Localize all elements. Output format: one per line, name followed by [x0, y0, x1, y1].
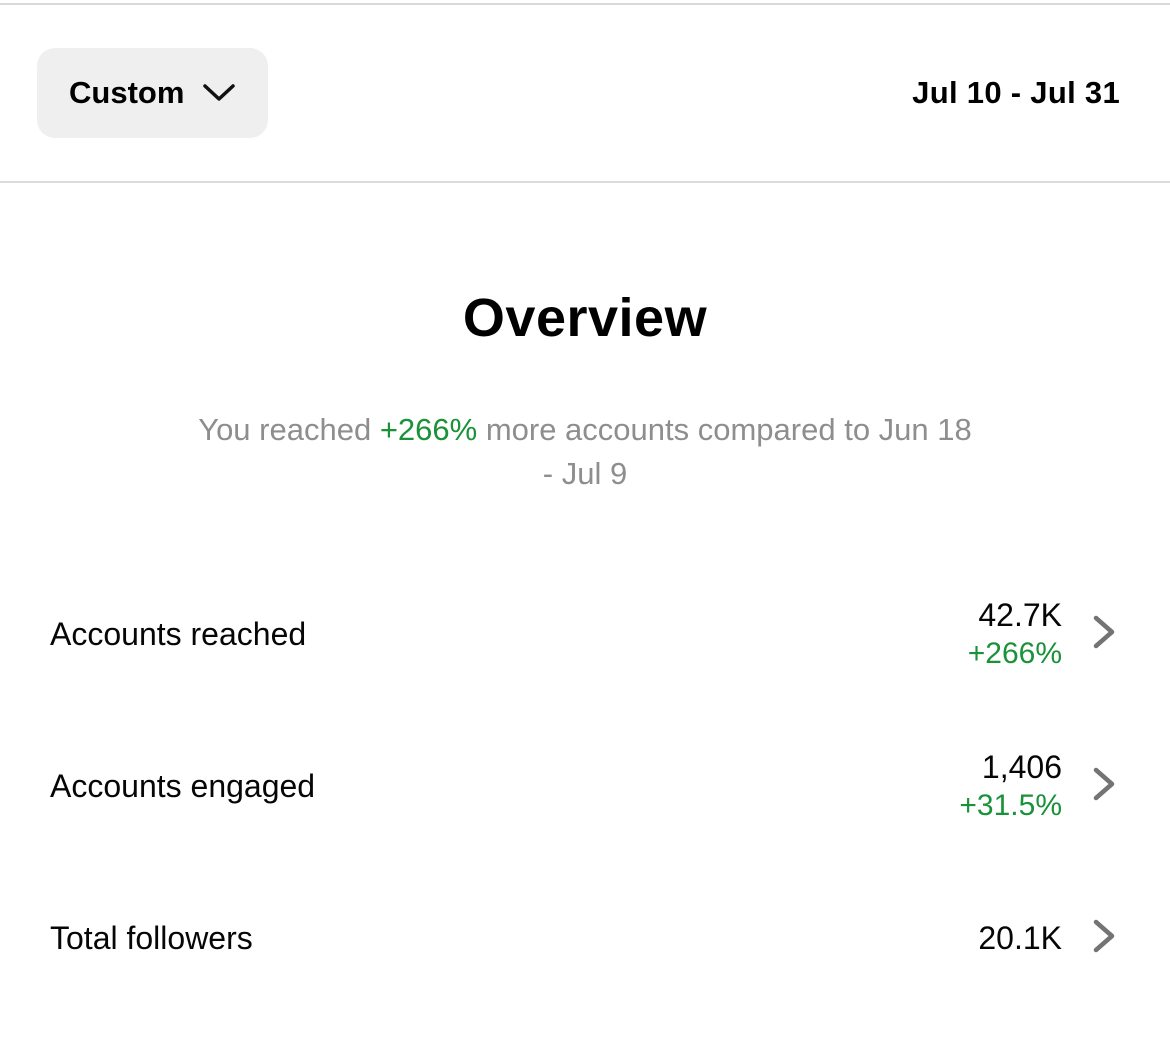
date-range-selector-button[interactable]: Custom	[37, 48, 269, 138]
metric-row-total-followers[interactable]: Total followers 20.1K	[0, 862, 1170, 1014]
metrics-list: Accounts reached 42.7K +266% Accounts en…	[0, 558, 1170, 1014]
comparison-summary: You reached +266% more accounts compared…	[85, 408, 1085, 452]
chevron-right-icon	[1092, 614, 1118, 655]
page-title: Overview	[462, 288, 708, 348]
metric-label: Total followers	[50, 919, 253, 956]
top-divider	[0, 3, 1170, 5]
metric-values: 20.1K	[978, 918, 1062, 958]
metric-values: 42.7K +266%	[968, 595, 1062, 673]
metric-values: 1,406 +31.5%	[959, 747, 1062, 825]
metric-value: 20.1K	[978, 920, 1062, 956]
comparison-summary-post: more accounts compared to Jun 18	[477, 412, 972, 447]
date-range-text: Jul 10 - Jul 31	[912, 75, 1120, 110]
metric-row-accounts-engaged[interactable]: Accounts engaged 1,406 +31.5%	[0, 710, 1170, 862]
metric-label: Accounts engaged	[50, 767, 316, 804]
chevron-right-icon	[1092, 766, 1118, 807]
metric-right: 20.1K	[978, 918, 1118, 959]
metric-value: 42.7K	[978, 597, 1062, 633]
metric-right: 42.7K +266%	[968, 595, 1118, 673]
metric-row-accounts-reached[interactable]: Accounts reached 42.7K +266%	[0, 558, 1170, 710]
metric-delta: +31.5%	[959, 789, 1062, 822]
metric-right: 1,406 +31.5%	[959, 747, 1118, 825]
metric-label: Accounts reached	[50, 615, 307, 652]
date-range-selector-label: Custom	[69, 75, 185, 110]
comparison-summary-line2: - Jul 9	[542, 456, 628, 491]
chevron-down-icon	[202, 83, 236, 103]
comparison-summary-highlight: +266%	[379, 412, 478, 447]
comparison-summary-pre: You reached	[198, 412, 380, 447]
header-bar: Custom Jul 10 - Jul 31	[0, 5, 1170, 183]
chevron-right-icon	[1092, 918, 1118, 959]
metric-delta: +266%	[967, 637, 1062, 670]
metric-value: 1,406	[981, 749, 1062, 785]
